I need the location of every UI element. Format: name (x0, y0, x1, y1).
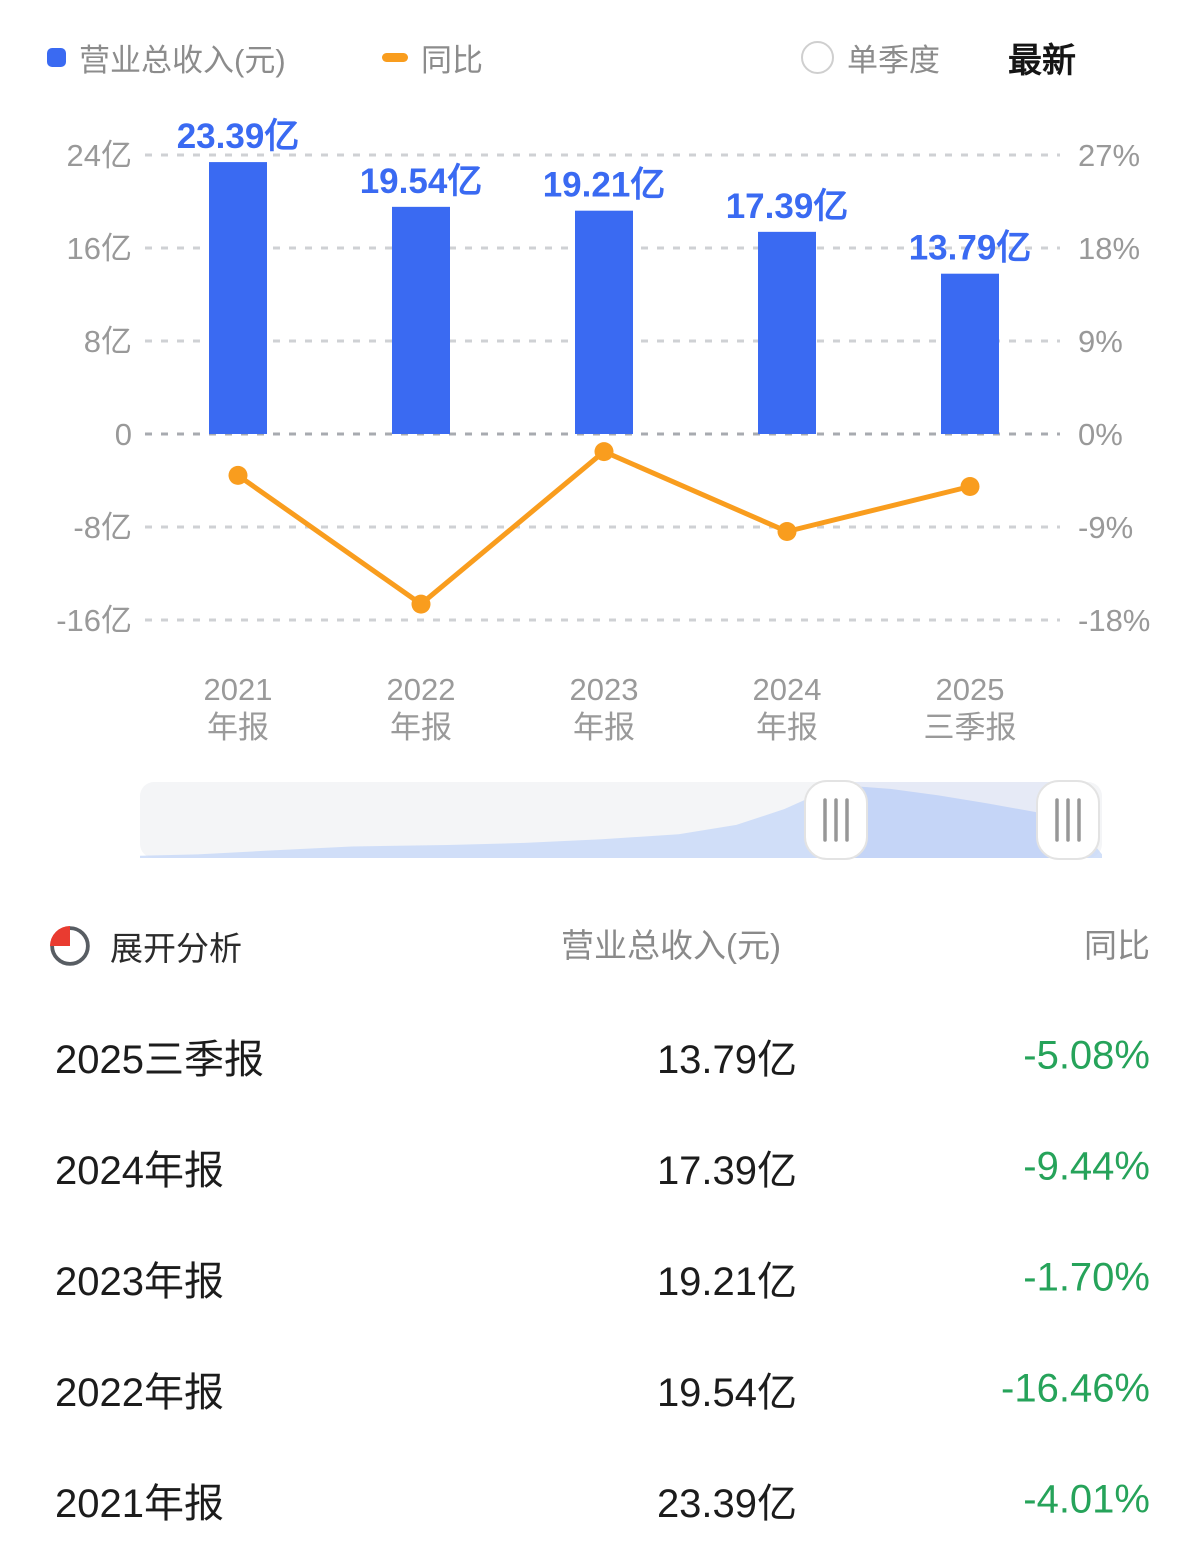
x-axis-label-year: 2023 (570, 672, 639, 707)
x-axis-label-period: 年报 (573, 710, 635, 745)
cell-yoy: -5.08% (1023, 1033, 1150, 1077)
x-axis-label-year: 2021 (204, 672, 273, 707)
left-axis-tick: 8亿 (84, 324, 132, 359)
table-row: 2021年报 23.39亿 -4.01% (0, 1444, 1200, 1554)
cell-revenue: 23.39亿 (656, 1481, 798, 1526)
right-axis-tick: 18% (1078, 231, 1140, 266)
yoy-point-2023[interactable] (594, 442, 614, 462)
left-axis-tick: -16亿 (56, 603, 132, 638)
revenue-column-header: 营业总收入(元) (561, 927, 781, 964)
left-axis-tick: 24亿 (67, 138, 132, 173)
chart-header: 营业总收入(元) 同比 单季度 最新 (0, 0, 1200, 100)
revenue-legend-swatch-icon (47, 47, 66, 67)
yoy-point-2022[interactable] (411, 594, 431, 614)
legend-item-yoy[interactable]: 同比 (382, 36, 483, 78)
cell-period: 2025三季报 (55, 1037, 264, 1082)
bar-value-label: 17.39亿 (726, 187, 849, 226)
table-row: 2022年报 19.54亿 -16.46% (0, 1333, 1200, 1444)
cell-period: 2021年报 (55, 1481, 224, 1526)
right-axis-tick: -9% (1078, 510, 1133, 545)
yoy-point-2025[interactable] (960, 477, 980, 496)
yoy-column-header: 同比 (1084, 927, 1150, 964)
bar-2024[interactable] (758, 231, 816, 434)
bar-value-label: 13.79亿 (909, 229, 1032, 268)
yoy-line (235, 449, 973, 607)
yoy-point-2021[interactable] (228, 465, 248, 485)
yoy-legend-dash-icon (382, 52, 408, 62)
yoy-legend-label: 同比 (421, 42, 483, 78)
x-axis-label-year: 2022 (387, 672, 456, 707)
bar-2021[interactable] (209, 162, 267, 434)
expand-analysis-label: 展开分析 (110, 930, 242, 967)
table-row: 2025三季报 13.79亿 -5.08% (0, 1000, 1200, 1111)
cell-yoy: -4.01% (1023, 1477, 1150, 1521)
radio-circle-icon (801, 40, 834, 74)
table-row: 2023年报 19.21亿 -1.70% (0, 1222, 1200, 1333)
single-quarter-radio[interactable]: 单季度 (801, 36, 940, 78)
right-axis-tick: 0% (1078, 417, 1123, 452)
x-axis-label-year: 2024 (753, 672, 822, 707)
cell-revenue: 19.54亿 (656, 1370, 798, 1415)
table-header: 展开分析 营业总收入(元) 同比 (0, 900, 1200, 992)
bar-value-label: 19.54亿 (360, 162, 483, 201)
cell-revenue: 13.79亿 (656, 1037, 798, 1082)
pie-chart-icon (49, 925, 90, 966)
cell-revenue: 17.39亿 (656, 1148, 798, 1193)
single-quarter-label: 单季度 (847, 42, 940, 78)
x-axis-label-period: 三季报 (924, 710, 1017, 745)
revenue-legend-label: 营业总收入(元) (79, 42, 286, 78)
right-axis-tick: 27% (1078, 138, 1140, 173)
legend-item-revenue[interactable]: 营业总收入(元) (47, 36, 286, 78)
cell-period: 2022年报 (55, 1370, 224, 1415)
cell-period: 2024年报 (55, 1148, 224, 1193)
bar-2025[interactable] (941, 273, 999, 434)
cell-revenue: 19.21亿 (656, 1259, 798, 1304)
latest-button[interactable]: 最新 (1008, 41, 1076, 80)
table-row: 2024年报 17.39亿 -9.44% (0, 1111, 1200, 1222)
financials-table: 2025三季报 13.79亿 -5.08% 2024年报 17.39亿 -9.44% 202… (0, 1000, 1200, 1554)
x-axis-label-period: 年报 (756, 710, 818, 745)
cell-yoy: -1.70% (1023, 1255, 1150, 1299)
bar-value-label: 23.39亿 (177, 117, 300, 156)
cell-yoy: -9.44% (1023, 1144, 1150, 1188)
left-axis-tick: -8亿 (73, 510, 132, 545)
bar-2022[interactable] (392, 206, 450, 434)
x-axis-label-period: 年报 (207, 710, 269, 745)
bar-value-label: 19.21亿 (543, 166, 666, 205)
bar-2023[interactable] (575, 210, 633, 434)
right-axis-tick: -18% (1078, 603, 1150, 638)
expand-analysis-button[interactable]: 展开分析 (44, 900, 242, 992)
left-axis-tick: 16亿 (67, 231, 132, 266)
left-axis-tick: 0 (115, 417, 132, 452)
revenue-yoy-chart[interactable]: 24亿 27% 16亿 18% 8亿 9% 0 0% -8亿 -9% -16亿 -18% 23.39亿 1… (0, 0, 1200, 880)
cell-period: 2023年报 (55, 1259, 224, 1304)
cell-yoy: -16.46% (1001, 1366, 1150, 1410)
x-axis-label-year: 2025 (936, 672, 1005, 707)
right-axis-tick: 9% (1078, 324, 1123, 359)
datazoom-selection[interactable] (836, 782, 1068, 858)
yoy-point-2024[interactable] (777, 522, 797, 541)
x-axis-label-period: 年报 (390, 710, 452, 745)
